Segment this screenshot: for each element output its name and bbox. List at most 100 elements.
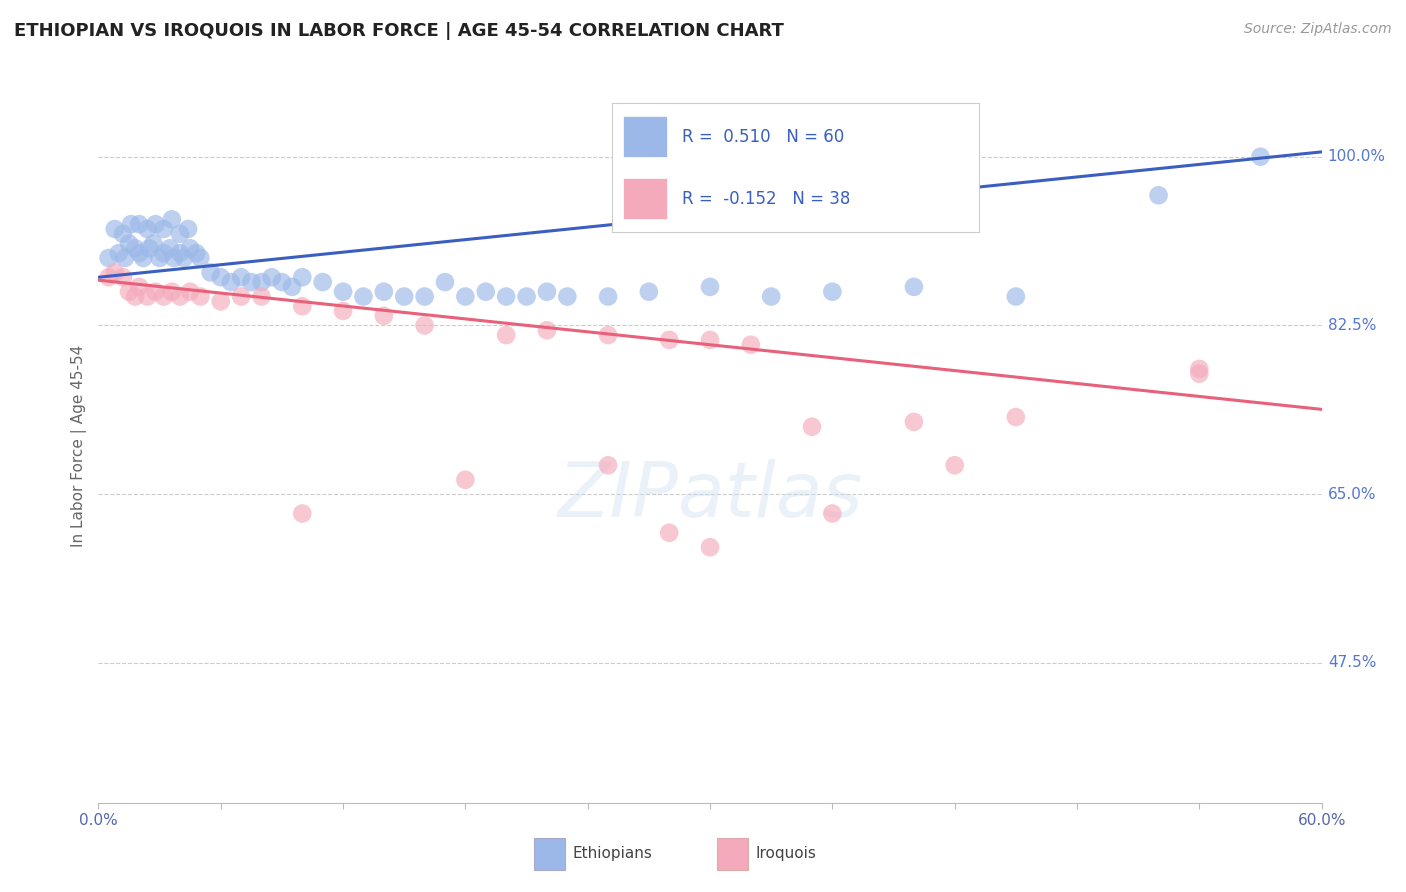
Point: [821, 285, 844, 299]
Point: [104, 265, 127, 279]
Point: [291, 299, 314, 313]
Point: [250, 289, 273, 303]
Text: 47.5%: 47.5%: [1327, 656, 1376, 671]
Point: [200, 265, 222, 279]
Point: [188, 289, 212, 303]
Point: [495, 289, 517, 303]
Text: 82.5%: 82.5%: [1327, 318, 1376, 333]
Point: [312, 275, 335, 289]
Point: [169, 227, 191, 241]
Point: [124, 241, 146, 255]
Text: ETHIOPIAN VS IROQUOIS IN LABOR FORCE | AGE 45-54 CORRELATION CHART: ETHIOPIAN VS IROQUOIS IN LABOR FORCE | A…: [14, 22, 785, 40]
Point: [114, 251, 136, 265]
Point: [179, 241, 201, 255]
Point: [250, 275, 273, 289]
Point: [97, 270, 120, 285]
Point: [132, 251, 155, 265]
Point: [699, 333, 721, 347]
Point: [1004, 289, 1026, 303]
Point: [516, 289, 538, 303]
Point: [1188, 367, 1211, 381]
Point: [392, 289, 416, 303]
Point: [173, 251, 195, 265]
Text: Source: ZipAtlas.com: Source: ZipAtlas.com: [1244, 22, 1392, 37]
Point: [270, 275, 294, 289]
Point: [291, 507, 314, 521]
Point: [454, 289, 477, 303]
Point: [149, 251, 172, 265]
Point: [231, 289, 253, 303]
Text: Ethiopians: Ethiopians: [572, 847, 652, 861]
Point: [124, 289, 146, 303]
Point: [1147, 188, 1170, 202]
Point: [159, 241, 181, 255]
Point: [637, 285, 661, 299]
Point: [699, 541, 721, 555]
Point: [97, 251, 120, 265]
Point: [260, 270, 283, 285]
Point: [598, 458, 620, 473]
Point: [177, 222, 200, 236]
Point: [434, 275, 457, 289]
Point: [761, 289, 783, 303]
Point: [1188, 362, 1211, 376]
Point: [179, 285, 201, 299]
Point: [332, 304, 354, 318]
Point: [281, 280, 304, 294]
Point: [598, 328, 620, 343]
Point: [598, 289, 620, 303]
Point: [903, 280, 925, 294]
Point: [943, 458, 966, 473]
Point: [104, 222, 127, 236]
Point: [128, 246, 150, 260]
Point: [145, 217, 167, 231]
Point: [373, 309, 395, 323]
Y-axis label: In Labor Force | Age 45-54: In Labor Force | Age 45-54: [72, 345, 87, 547]
Point: [152, 289, 174, 303]
Point: [536, 323, 558, 337]
Point: [699, 280, 721, 294]
Point: [128, 280, 150, 294]
Point: [555, 289, 579, 303]
Point: [145, 285, 167, 299]
Point: [209, 294, 232, 309]
Point: [219, 275, 242, 289]
Point: [169, 289, 191, 303]
Point: [160, 285, 183, 299]
Text: ZIPatlas: ZIPatlas: [557, 459, 863, 533]
Point: [658, 333, 681, 347]
Point: [160, 212, 183, 227]
Point: [658, 525, 681, 540]
Point: [118, 285, 141, 299]
Point: [413, 289, 436, 303]
Point: [413, 318, 436, 333]
Point: [169, 246, 191, 260]
Point: [454, 473, 477, 487]
Point: [474, 285, 498, 299]
Point: [1249, 150, 1271, 164]
Point: [903, 415, 925, 429]
Point: [186, 246, 208, 260]
Point: [740, 337, 762, 351]
Point: [152, 222, 174, 236]
Point: [1004, 410, 1026, 425]
Point: [231, 270, 253, 285]
Point: [163, 251, 186, 265]
Point: [111, 270, 134, 285]
Point: [136, 222, 159, 236]
Point: [240, 275, 263, 289]
Point: [142, 236, 165, 251]
Point: [188, 251, 212, 265]
Point: [801, 419, 824, 434]
Point: [821, 507, 844, 521]
Point: [118, 236, 141, 251]
Point: [373, 285, 395, 299]
Point: [495, 328, 517, 343]
Text: 100.0%: 100.0%: [1327, 149, 1386, 164]
Text: Iroquois: Iroquois: [755, 847, 815, 861]
Point: [128, 217, 150, 231]
Point: [209, 270, 232, 285]
Point: [152, 246, 174, 260]
Point: [332, 285, 354, 299]
Point: [536, 285, 558, 299]
